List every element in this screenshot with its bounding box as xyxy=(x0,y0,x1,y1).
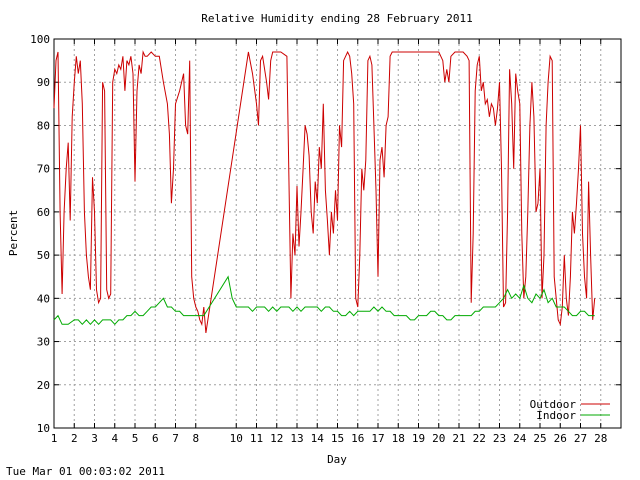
x-tick-label: 23 xyxy=(493,432,506,445)
x-tick-label: 26 xyxy=(554,432,567,445)
x-axis-label: Day xyxy=(327,453,347,466)
y-tick-label: 50 xyxy=(37,249,50,262)
x-tick-labels: 1 2 3 4 5 6 7 8 10 11 12 13 14 15 16 17 18 19 20 21 22 23 24 25… xyxy=(51,432,608,445)
x-tick-label: 24 xyxy=(513,432,527,445)
x-tick-label: 7 xyxy=(172,432,179,445)
x-tick-label: 2 xyxy=(71,432,78,445)
legend-label-indoor: Indoor xyxy=(536,409,576,422)
y-tick-label: 20 xyxy=(37,379,50,392)
x-tick-label: 5 xyxy=(132,432,139,445)
series-line-indoor xyxy=(53,275,595,326)
x-tick-label: 19 xyxy=(412,432,425,445)
y-tick-labels: 10 20 30 40 50 60 70 80 90 100 xyxy=(30,33,50,435)
series-line-outdoor xyxy=(53,50,596,333)
x-tick-label: 25 xyxy=(533,432,546,445)
x-tick-label: 12 xyxy=(270,432,283,445)
x-tick-label: 1 xyxy=(51,432,58,445)
x-tick-label: 15 xyxy=(331,432,344,445)
series-group xyxy=(53,50,596,333)
x-tick-label: 11 xyxy=(250,432,263,445)
x-tick-label: 22 xyxy=(473,432,486,445)
y-tick-label: 10 xyxy=(37,422,50,435)
legend-label-outdoor: Outdoor xyxy=(530,398,577,411)
y-tick-label: 100 xyxy=(30,33,50,46)
x-tick-label: 14 xyxy=(311,432,325,445)
chart-title: Relative Humidity ending 28 February 201… xyxy=(201,12,473,25)
y-tick-label: 40 xyxy=(37,292,50,305)
timestamp-footer: Tue Mar 01 00:03:02 2011 xyxy=(6,465,165,478)
x-tick-label: 4 xyxy=(111,432,118,445)
tick-marks xyxy=(53,38,621,429)
x-tick-label: 28 xyxy=(594,432,607,445)
x-tick-label: 3 xyxy=(91,432,98,445)
y-tick-label: 80 xyxy=(37,119,50,132)
x-tick-label: 8 xyxy=(192,432,199,445)
y-tick-label: 60 xyxy=(37,206,50,219)
x-tick-label: 10 xyxy=(230,432,243,445)
x-tick-label: 16 xyxy=(351,432,364,445)
x-tick-label: 20 xyxy=(432,432,445,445)
y-tick-label: 70 xyxy=(37,163,50,176)
y-tick-label: 30 xyxy=(37,336,50,349)
x-tick-label: 6 xyxy=(152,432,159,445)
grid xyxy=(53,39,621,428)
y-tick-label: 90 xyxy=(37,76,50,89)
x-tick-label: 17 xyxy=(371,432,384,445)
x-tick-label: 13 xyxy=(290,432,303,445)
x-tick-label: 21 xyxy=(452,432,465,445)
x-tick-label: 18 xyxy=(392,432,405,445)
x-tick-label: 27 xyxy=(574,432,587,445)
y-axis-label: Percent xyxy=(7,210,20,256)
